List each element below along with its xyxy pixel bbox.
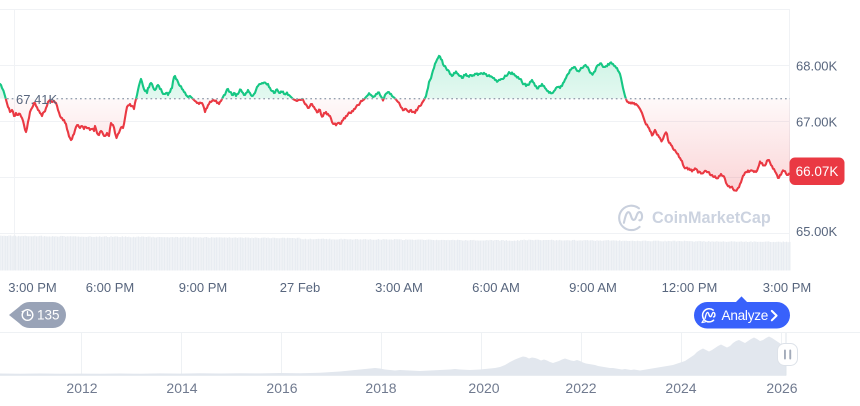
svg-text:CoinMarketCap: CoinMarketCap bbox=[652, 209, 771, 227]
svg-text:3:00 AM: 3:00 AM bbox=[375, 280, 423, 295]
svg-text:2018: 2018 bbox=[365, 380, 396, 396]
svg-text:2020: 2020 bbox=[468, 380, 499, 396]
svg-text:27 Feb: 27 Feb bbox=[280, 280, 320, 295]
svg-text:9:00 PM: 9:00 PM bbox=[179, 280, 227, 295]
svg-text:2014: 2014 bbox=[166, 380, 197, 396]
svg-text:68.00K: 68.00K bbox=[796, 59, 838, 74]
svg-text:6:00 PM: 6:00 PM bbox=[86, 280, 134, 295]
svg-text:135: 135 bbox=[37, 308, 60, 323]
svg-text:2016: 2016 bbox=[266, 380, 297, 396]
svg-text:2026: 2026 bbox=[766, 380, 797, 396]
svg-text:67.00K: 67.00K bbox=[796, 115, 838, 130]
svg-text:66.07K: 66.07K bbox=[796, 164, 839, 179]
svg-text:2022: 2022 bbox=[565, 380, 596, 396]
svg-text:2012: 2012 bbox=[66, 380, 97, 396]
svg-text:67.41K: 67.41K bbox=[16, 92, 58, 107]
svg-text:3:00 PM: 3:00 PM bbox=[763, 280, 811, 295]
svg-text:2024: 2024 bbox=[665, 380, 696, 396]
svg-text:12:00 PM: 12:00 PM bbox=[662, 280, 718, 295]
svg-text:9:00 AM: 9:00 AM bbox=[569, 280, 617, 295]
svg-text:65.00K: 65.00K bbox=[796, 224, 838, 239]
svg-text:3:00 PM: 3:00 PM bbox=[8, 280, 56, 295]
svg-text:Analyze: Analyze bbox=[722, 308, 769, 323]
svg-text:6:00 AM: 6:00 AM bbox=[472, 280, 520, 295]
